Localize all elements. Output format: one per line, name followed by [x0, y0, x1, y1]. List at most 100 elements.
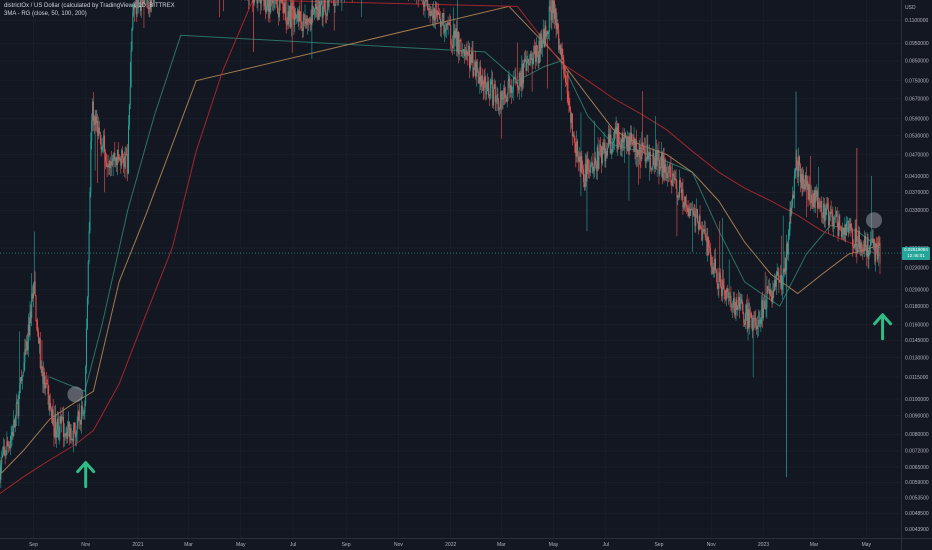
candle-body	[840, 228, 842, 237]
candle-body	[259, 0, 261, 4]
candle-body	[116, 157, 118, 166]
time-axis[interactable]: Sep Nov 2021 Mar May Jul Sep Nov 2022 Mar May Jul Se…	[29, 542, 872, 548]
candle-body	[658, 150, 660, 174]
candle-body	[657, 150, 659, 153]
candle-body	[493, 84, 495, 89]
candle-body	[581, 155, 583, 167]
price-tick-label: 0.0100000	[905, 397, 929, 403]
candle-body	[487, 81, 489, 96]
candle-body	[551, 0, 553, 21]
candle-body	[322, 7, 324, 18]
candle-body	[294, 12, 296, 26]
candle-body	[24, 349, 26, 363]
candle-body	[80, 405, 82, 425]
candle-body	[783, 268, 785, 273]
candle-body	[536, 45, 538, 56]
candle-body	[872, 239, 874, 243]
candle-body	[61, 418, 63, 423]
candle-body	[500, 91, 502, 93]
time-tick-label: Nov	[81, 542, 90, 548]
candle-body	[449, 24, 451, 26]
candle-body	[80, 419, 82, 425]
candle-body	[579, 156, 581, 172]
candle-body	[115, 157, 117, 162]
candle-body	[656, 152, 658, 167]
candle-body	[529, 53, 531, 64]
candle-body	[535, 46, 537, 62]
candle-body	[308, 21, 310, 23]
candle-body	[88, 231, 90, 262]
candle-body	[726, 288, 728, 300]
candle-body	[325, 9, 327, 15]
candle-body	[465, 50, 467, 55]
candle-body	[755, 318, 757, 327]
candle-body	[817, 202, 819, 209]
candle-body	[284, 2, 286, 21]
candle-body	[54, 413, 56, 437]
candle-body	[756, 326, 758, 329]
candle-body	[466, 50, 468, 56]
candle-body	[56, 418, 58, 430]
candle-body	[511, 85, 513, 94]
candle-body	[35, 295, 37, 322]
candle-body	[598, 155, 600, 169]
candle-body	[59, 416, 61, 434]
candle-body	[639, 144, 641, 157]
candle-body	[718, 272, 720, 289]
candle-body	[831, 212, 833, 218]
candle-body	[152, 0, 154, 2]
candle-body	[26, 341, 28, 351]
candle-body	[796, 156, 798, 162]
candle-body	[813, 190, 815, 207]
candle-body	[711, 267, 713, 268]
candle-body	[652, 153, 654, 168]
candle-body	[30, 311, 32, 318]
candle-body	[792, 194, 794, 206]
candle-body	[78, 411, 80, 413]
candle-body	[687, 208, 689, 217]
up-arrow-stroke	[873, 313, 893, 341]
candle-body	[295, 15, 297, 19]
candle-body	[37, 328, 39, 333]
candle-body	[147, 0, 149, 8]
candle-body	[604, 142, 606, 162]
candle-body	[853, 247, 855, 249]
candle-body	[81, 405, 83, 414]
candle-body	[615, 127, 617, 134]
candle-body	[768, 288, 770, 291]
candle-body	[534, 45, 536, 47]
candle-body	[91, 120, 93, 142]
candle-body	[576, 141, 578, 157]
candle-body	[735, 299, 737, 315]
candle-body	[683, 207, 685, 208]
candle-body	[547, 32, 549, 35]
candle-body	[846, 221, 848, 222]
price-axis[interactable]: 0.1100000 0.0950000 0.0850000 0.0750000 0.06…	[905, 5, 929, 533]
time-tick-label: May	[862, 542, 872, 548]
candle-body	[851, 228, 853, 231]
time-tick-label: May	[236, 542, 246, 548]
candle-body	[830, 211, 832, 213]
candle-body	[618, 123, 620, 143]
candle-body	[822, 216, 824, 218]
price-tick-label: 0.0470000	[905, 152, 929, 158]
time-tick-label: Nov	[394, 542, 403, 548]
indicator-legend[interactable]: 3MA - RG (close, 50, 100, 200)	[4, 11, 87, 17]
candle-body	[121, 150, 123, 166]
candle-body	[876, 243, 878, 248]
price-tick-label: 0.0230000	[905, 265, 929, 271]
candle-body	[732, 307, 734, 308]
candle-body	[55, 413, 57, 438]
candle-body	[127, 154, 129, 174]
candle-body	[463, 49, 465, 53]
candle-body	[543, 29, 545, 47]
price-tick-label: 0.0530000	[905, 133, 929, 139]
candle-body	[50, 403, 52, 409]
candle-body	[734, 310, 736, 315]
candle-body	[109, 161, 111, 169]
candle-body	[623, 140, 625, 143]
candle-body	[28, 324, 30, 336]
highlight-circle-marker	[866, 212, 883, 229]
candle-body	[789, 208, 791, 230]
